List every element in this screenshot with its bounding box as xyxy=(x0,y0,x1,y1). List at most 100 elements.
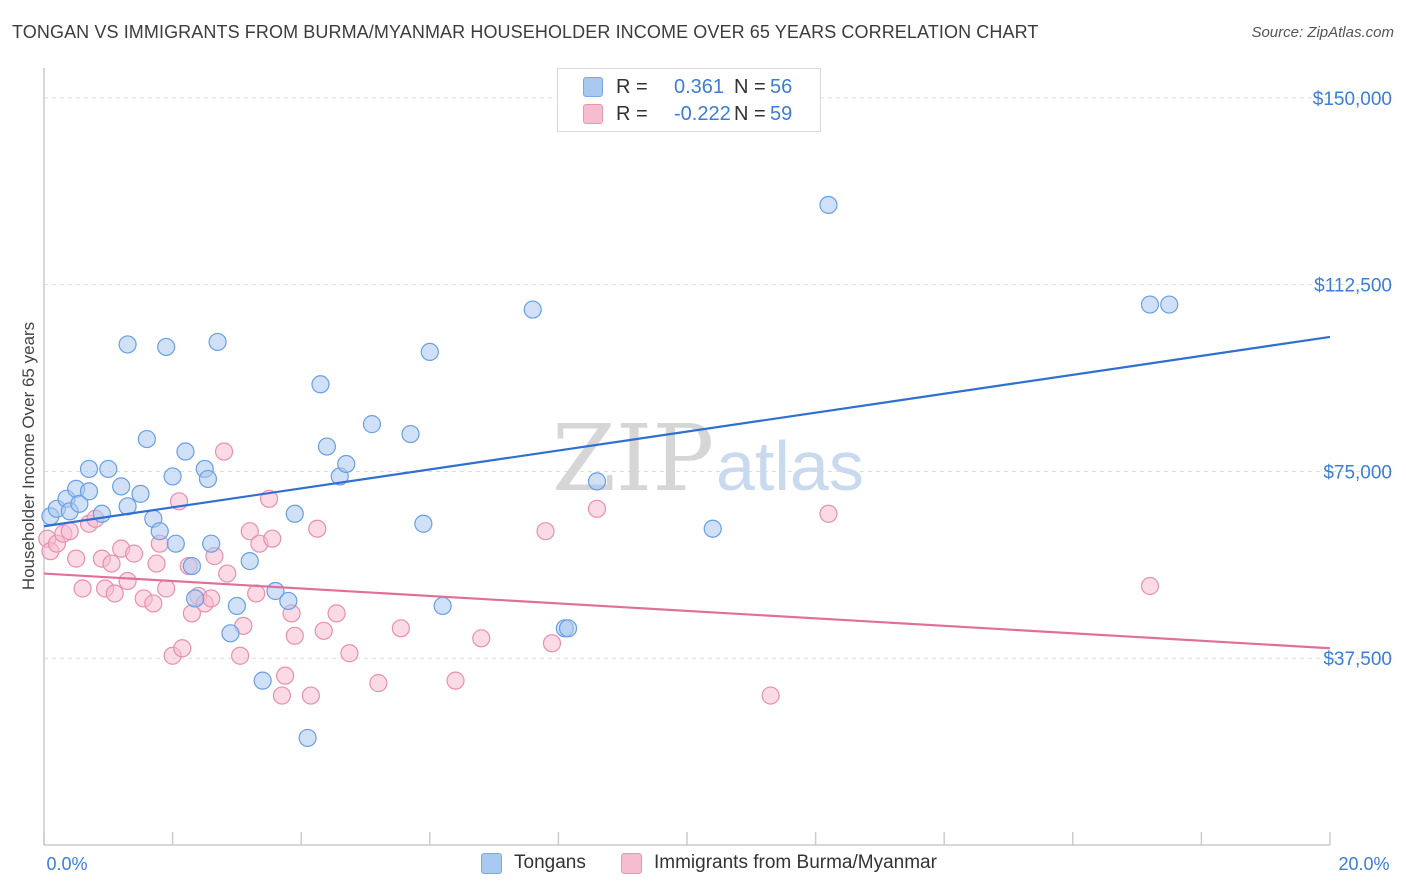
burma-point xyxy=(761,686,780,705)
burma-point xyxy=(272,686,292,705)
burma-point xyxy=(1140,576,1160,596)
burma-trend-line xyxy=(43,572,1331,650)
trend-lines xyxy=(43,335,1331,650)
tongans-point xyxy=(137,429,156,449)
tongans-point xyxy=(131,484,150,503)
tongans-point xyxy=(182,556,201,576)
tongans-point xyxy=(279,591,298,611)
tongans-point xyxy=(401,424,420,444)
tongans-point xyxy=(92,504,111,523)
tongans-point xyxy=(118,335,137,354)
chart-title: TONGAN VS IMMIGRANTS FROM BURMA/MYANMAR … xyxy=(12,22,1039,42)
burma-point xyxy=(144,594,163,613)
burma-point xyxy=(73,579,92,598)
burma-point xyxy=(542,634,562,653)
tongans-point xyxy=(99,459,118,479)
burma-point xyxy=(105,584,124,603)
tongans-point xyxy=(227,596,246,616)
tongans-point xyxy=(523,300,542,319)
legend-label: Immigrants from Burma/Myanmar xyxy=(654,852,937,873)
x-tick-label-min: 0.0% xyxy=(46,854,87,874)
burma-point xyxy=(314,621,333,640)
tongans-point xyxy=(558,619,578,638)
n-label: N = xyxy=(734,102,766,125)
burma-point xyxy=(157,579,176,598)
y-tick-label: $37,500 xyxy=(1323,649,1392,670)
tongans-point xyxy=(253,671,272,690)
burma-point xyxy=(308,519,327,538)
burma-point xyxy=(202,589,221,608)
tongans-point xyxy=(703,519,722,538)
burma-point xyxy=(60,522,79,541)
tongans-point xyxy=(1160,295,1179,314)
tongans-point xyxy=(202,534,221,553)
tongans-point xyxy=(163,467,182,486)
burma-point xyxy=(285,626,304,645)
tongans-point xyxy=(70,494,89,513)
r-label: R = xyxy=(616,75,648,98)
burma-point xyxy=(536,522,555,541)
burma-point xyxy=(124,544,144,563)
watermark-atlas: atlas xyxy=(716,427,864,505)
tongans-point xyxy=(150,522,169,541)
burma-point xyxy=(247,584,266,603)
watermark: ZIP atlas xyxy=(552,405,864,512)
tongans-point xyxy=(79,459,99,479)
tongans-point xyxy=(157,337,176,357)
burma-point xyxy=(369,674,388,693)
burma-point xyxy=(391,619,410,638)
tongans-point xyxy=(317,437,337,456)
tongans-point xyxy=(112,477,131,496)
r-label: R = xyxy=(616,102,648,125)
burma-point xyxy=(819,504,838,523)
y-tick-label: $112,500 xyxy=(1314,276,1392,297)
burma-point xyxy=(276,666,295,685)
burma-point xyxy=(240,522,259,541)
tongans-point xyxy=(166,534,185,553)
tongans-point xyxy=(587,472,607,491)
tongans-point xyxy=(337,454,356,474)
tongans-point xyxy=(311,375,330,394)
y-tick-labels: $37,500 $75,000 $112,500 $150,000 xyxy=(1313,89,1392,670)
r-value: 0.361 xyxy=(674,75,725,98)
x-ticks xyxy=(43,832,1331,845)
series-tongans xyxy=(41,195,1179,748)
burma-point xyxy=(218,564,237,583)
burma-swatch xyxy=(621,852,642,874)
tongans-point xyxy=(414,514,433,533)
burma-point xyxy=(446,671,465,690)
burma-point xyxy=(327,604,346,623)
legend-label: Tongans xyxy=(514,852,586,873)
tongans-trend-line xyxy=(43,335,1331,528)
tongans-point xyxy=(176,442,195,461)
tongans-point xyxy=(221,624,240,643)
tongans-point xyxy=(208,332,227,352)
burma-swatch xyxy=(583,104,603,124)
burma-point xyxy=(214,442,234,461)
tongans-point xyxy=(186,589,205,608)
burma-point xyxy=(118,571,137,591)
tongans-point xyxy=(362,415,382,434)
x-tick-label-max: 20.0% xyxy=(1338,854,1389,874)
bottom-legend: Tongans Immigrants from Burma/Myanmar xyxy=(0,852,1406,878)
burma-point xyxy=(340,644,359,663)
n-value: 56 xyxy=(770,75,793,98)
stats-legend: R = 0.361 N = 56 R = -0.222 N = 59 xyxy=(557,68,821,132)
tongans-point xyxy=(819,195,838,215)
legend-item-tongans[interactable]: Tongans xyxy=(481,852,586,874)
tongans-point xyxy=(420,342,439,362)
tongans-point xyxy=(433,596,452,616)
legend-item-burma[interactable]: Immigrants from Burma/Myanmar xyxy=(621,852,937,874)
n-label: N = xyxy=(734,75,766,98)
tongans-point xyxy=(79,482,99,501)
r-value: -0.222 xyxy=(674,102,731,125)
burma-point xyxy=(263,529,282,548)
y-tick-label: $150,000 xyxy=(1313,89,1392,110)
y-tick-label: $75,000 xyxy=(1323,462,1392,483)
burma-point xyxy=(67,549,86,568)
tongans-point xyxy=(1140,295,1160,314)
n-value: 59 xyxy=(770,102,793,125)
tongans-point xyxy=(298,728,317,748)
watermark-zip: ZIP xyxy=(552,405,714,512)
